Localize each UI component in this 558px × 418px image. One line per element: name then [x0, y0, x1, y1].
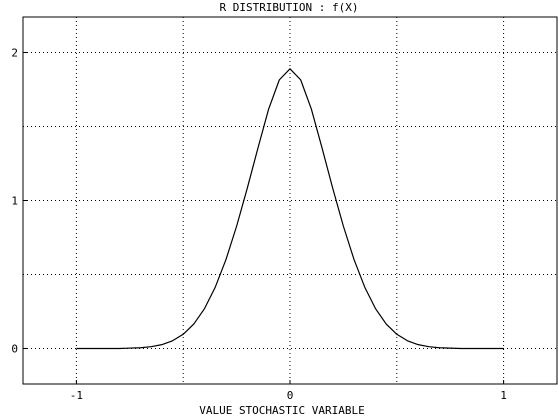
series-line: [76, 68, 504, 350]
x-tick-label: 1: [500, 389, 507, 402]
y-tick-label: 1: [11, 195, 18, 208]
x-tick-label: 0: [287, 389, 294, 402]
chart-title: R DISTRIBUTION : f(X): [219, 1, 358, 14]
axis-ticks: [23, 52, 505, 384]
series-layer: [76, 68, 504, 350]
y-tick-label: 0: [11, 342, 18, 355]
y-tick-labels: 0 1 2: [11, 47, 18, 356]
x-axis-label: VALUE STOCHASTIC VARIABLE: [199, 404, 365, 417]
y-tick-label: 2: [11, 47, 18, 60]
grid-lines: [23, 17, 557, 384]
x-tick-labels: -1 0 1: [70, 389, 507, 402]
x-tick-label: -1: [70, 389, 83, 402]
